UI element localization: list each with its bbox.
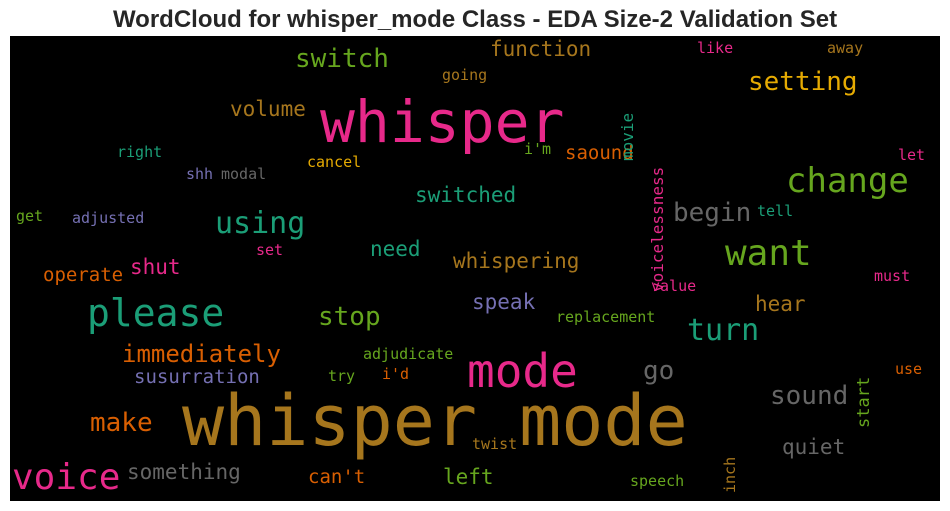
word-twist: twist: [472, 437, 517, 452]
word-whisper-mode: whisper mode: [182, 386, 688, 456]
word-setting: setting: [748, 69, 858, 95]
word-switch: switch: [295, 46, 389, 72]
word-want: want: [725, 236, 812, 272]
word-value: value: [651, 279, 696, 294]
word-id: i'd: [382, 367, 409, 382]
word-mode: mode: [467, 348, 578, 394]
word-replacement: replacement: [556, 310, 655, 325]
word-voice: voice: [12, 460, 120, 496]
word-start: start: [856, 377, 873, 428]
word-im: i'm: [524, 142, 551, 157]
word-use: use: [895, 362, 922, 377]
word-make: make: [90, 410, 153, 436]
word-sound: sound: [770, 383, 848, 409]
word-going: going: [442, 68, 487, 83]
word-begin: begin: [673, 200, 751, 226]
chart-title: WordCloud for whisper_mode Class - EDA S…: [0, 4, 950, 36]
word-inch: inch: [723, 457, 738, 493]
word-change: change: [786, 164, 909, 198]
word-speak: speak: [472, 292, 535, 313]
word-something: something: [127, 462, 241, 483]
word-please: please: [87, 294, 224, 332]
wordcloud-canvas: whisper mode whisper mode please voice w…: [10, 36, 940, 501]
word-volume: volume: [230, 99, 306, 120]
word-speech: speech: [630, 474, 684, 489]
word-let: let: [898, 148, 925, 163]
word-shh: shh: [186, 167, 213, 182]
word-operate: operate: [43, 266, 123, 285]
word-hear: hear: [755, 294, 806, 315]
word-try: try: [328, 369, 355, 384]
word-tell: tell: [757, 204, 793, 219]
word-shut: shut: [130, 257, 181, 278]
word-away: away: [827, 41, 863, 56]
word-movie: movie: [620, 113, 636, 161]
word-susurration: susurration: [134, 368, 260, 387]
word-function: function: [490, 39, 591, 60]
word-turn: turn: [687, 316, 759, 346]
word-voicelessness: voicelessness: [650, 167, 666, 292]
word-like: like: [697, 41, 733, 56]
word-right: right: [117, 145, 162, 160]
word-adjusted: adjusted: [72, 211, 144, 226]
word-switched: switched: [415, 185, 516, 206]
word-cancel: cancel: [307, 155, 361, 170]
word-left: left: [443, 467, 494, 488]
word-whispering: whispering: [453, 251, 579, 272]
word-cant: can't: [308, 468, 365, 487]
word-modal: modal: [221, 167, 266, 182]
word-go: go: [643, 358, 674, 384]
word-stop: stop: [318, 304, 381, 330]
word-quiet: quiet: [782, 437, 845, 458]
word-using: using: [215, 209, 305, 239]
word-must: must: [874, 269, 910, 284]
word-immediately: immediately: [122, 342, 281, 366]
word-need: need: [370, 239, 421, 260]
word-get: get: [16, 209, 43, 224]
word-adjudicate: adjudicate: [363, 347, 453, 362]
word-set: set: [256, 243, 283, 258]
